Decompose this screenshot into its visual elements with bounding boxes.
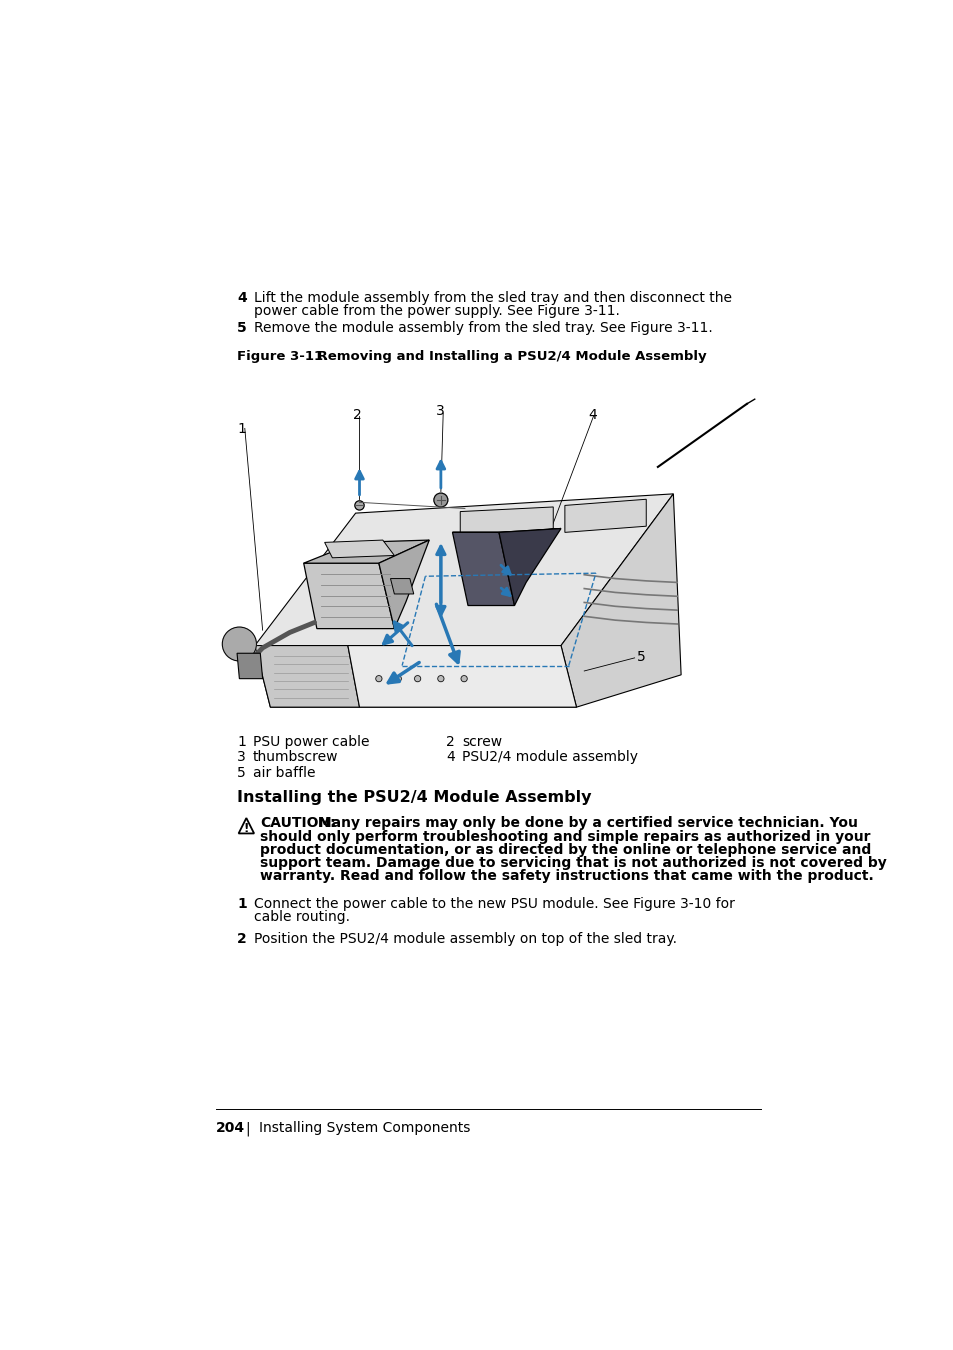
Circle shape	[375, 675, 381, 682]
Polygon shape	[378, 540, 429, 629]
Polygon shape	[303, 563, 394, 629]
Polygon shape	[254, 645, 576, 707]
Polygon shape	[564, 500, 645, 532]
Text: Remove the module assembly from the sled tray. See Figure 3-11.: Remove the module assembly from the sled…	[253, 321, 712, 335]
Circle shape	[355, 501, 364, 510]
Text: 2: 2	[353, 408, 362, 421]
Text: |: |	[245, 1122, 250, 1135]
Polygon shape	[390, 579, 414, 594]
Circle shape	[395, 675, 401, 682]
Text: cable routing.: cable routing.	[253, 910, 350, 923]
Polygon shape	[324, 540, 394, 558]
Text: should only perform troubleshooting and simple repairs as authorized in your: should only perform troubleshooting and …	[260, 830, 870, 844]
Polygon shape	[452, 528, 560, 532]
Text: Removing and Installing a PSU2/4 Module Assembly: Removing and Installing a PSU2/4 Module …	[298, 350, 706, 363]
Circle shape	[415, 675, 420, 682]
Text: support team. Damage due to servicing that is not authorized is not covered by: support team. Damage due to servicing th…	[260, 856, 886, 869]
Text: Connect the power cable to the new PSU module. See Figure 3-10 for: Connect the power cable to the new PSU m…	[253, 896, 734, 911]
Text: thumbscrew: thumbscrew	[253, 751, 337, 764]
Polygon shape	[459, 508, 553, 539]
Text: PSU2/4 module assembly: PSU2/4 module assembly	[461, 751, 638, 764]
Polygon shape	[303, 540, 429, 563]
Text: Position the PSU2/4 module assembly on top of the sled tray.: Position the PSU2/4 module assembly on t…	[253, 931, 677, 946]
Text: !: !	[243, 822, 249, 834]
Text: 5: 5	[637, 651, 645, 664]
Polygon shape	[254, 494, 673, 645]
Text: Many repairs may only be done by a certified service technician. You: Many repairs may only be done by a certi…	[313, 817, 857, 830]
Text: 5: 5	[236, 321, 247, 335]
Text: PSU power cable: PSU power cable	[253, 734, 369, 749]
Text: 4: 4	[446, 751, 455, 764]
Circle shape	[460, 675, 467, 682]
Text: 4: 4	[587, 408, 597, 421]
Text: 204: 204	[216, 1122, 245, 1135]
Polygon shape	[348, 645, 576, 707]
Text: 5: 5	[236, 765, 246, 780]
Text: 3: 3	[435, 404, 444, 417]
Text: product documentation, or as directed by the online or telephone service and: product documentation, or as directed by…	[260, 842, 871, 857]
Text: 1: 1	[236, 734, 246, 749]
Text: 1: 1	[236, 423, 246, 436]
Circle shape	[434, 493, 447, 508]
Polygon shape	[498, 528, 560, 606]
Text: 3: 3	[236, 751, 246, 764]
Text: Figure 3-11.: Figure 3-11.	[236, 350, 328, 363]
Text: warranty. Read and follow the safety instructions that came with the product.: warranty. Read and follow the safety ins…	[260, 869, 873, 883]
Text: CAUTION:: CAUTION:	[260, 817, 335, 830]
Text: 2: 2	[236, 931, 247, 946]
Polygon shape	[560, 494, 680, 707]
Text: screw: screw	[461, 734, 501, 749]
Polygon shape	[236, 653, 262, 679]
Text: Installing the PSU2/4 Module Assembly: Installing the PSU2/4 Module Assembly	[236, 790, 591, 806]
Text: Lift the module assembly from the sled tray and then disconnect the: Lift the module assembly from the sled t…	[253, 290, 731, 305]
Circle shape	[222, 628, 256, 662]
Text: air baffle: air baffle	[253, 765, 314, 780]
Text: 4: 4	[236, 290, 247, 305]
Polygon shape	[452, 532, 514, 606]
Polygon shape	[254, 645, 359, 707]
Text: power cable from the power supply. See Figure 3-11.: power cable from the power supply. See F…	[253, 304, 619, 317]
Text: 1: 1	[236, 896, 247, 911]
Circle shape	[437, 675, 443, 682]
Text: 2: 2	[446, 734, 455, 749]
Text: Installing System Components: Installing System Components	[258, 1122, 470, 1135]
